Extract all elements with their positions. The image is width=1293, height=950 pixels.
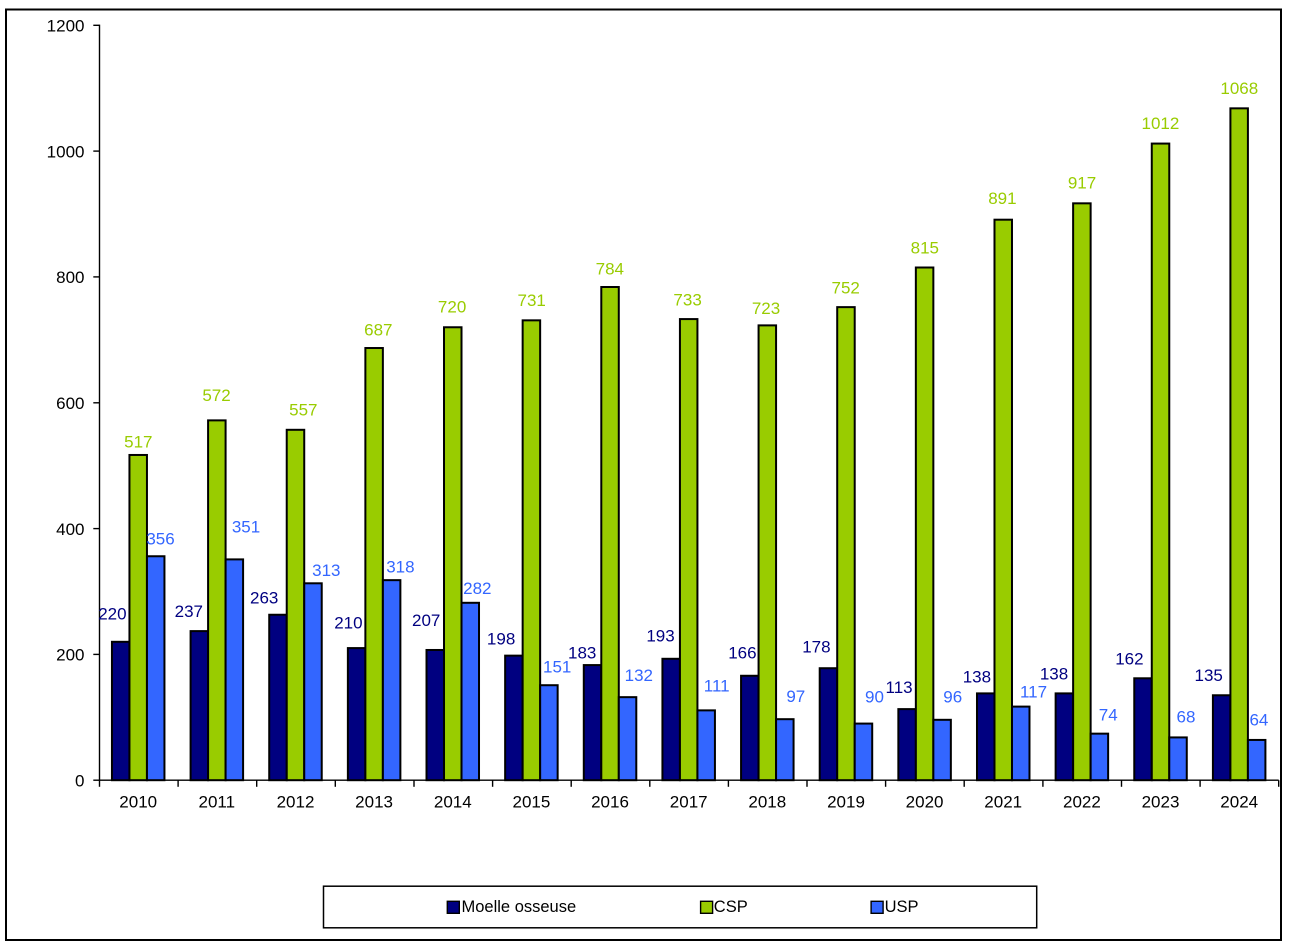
svg-text:USP: USP <box>885 898 919 916</box>
svg-text:2022: 2022 <box>1063 793 1101 812</box>
svg-text:1012: 1012 <box>1141 114 1179 133</box>
svg-text:200: 200 <box>56 646 84 665</box>
svg-text:1000: 1000 <box>47 142 85 161</box>
svg-text:68: 68 <box>1177 707 1196 726</box>
svg-text:198: 198 <box>487 629 515 648</box>
svg-text:784: 784 <box>596 260 624 279</box>
svg-text:723: 723 <box>752 299 780 318</box>
svg-text:572: 572 <box>202 386 230 405</box>
svg-text:263: 263 <box>250 588 278 607</box>
svg-text:752: 752 <box>832 279 860 298</box>
svg-text:193: 193 <box>646 626 674 645</box>
svg-text:162: 162 <box>1115 649 1143 668</box>
svg-text:113: 113 <box>886 678 913 697</box>
svg-text:2011: 2011 <box>199 793 236 812</box>
svg-text:183: 183 <box>568 643 596 662</box>
svg-text:733: 733 <box>673 291 701 310</box>
svg-text:351: 351 <box>232 518 260 537</box>
svg-text:400: 400 <box>56 520 84 539</box>
svg-text:2023: 2023 <box>1142 793 1180 812</box>
svg-text:132: 132 <box>625 666 653 685</box>
svg-text:517: 517 <box>124 433 152 452</box>
svg-text:2019: 2019 <box>827 793 865 812</box>
svg-text:557: 557 <box>289 401 317 420</box>
svg-text:2017: 2017 <box>670 793 708 812</box>
svg-text:96: 96 <box>943 687 962 706</box>
svg-text:731: 731 <box>518 291 546 310</box>
svg-text:135: 135 <box>1195 666 1223 685</box>
svg-text:90: 90 <box>865 687 884 706</box>
svg-text:2018: 2018 <box>748 793 786 812</box>
svg-text:207: 207 <box>412 611 440 630</box>
svg-text:Moelle osseuse: Moelle osseuse <box>462 898 577 916</box>
svg-text:CSP: CSP <box>714 898 748 916</box>
svg-text:64: 64 <box>1249 710 1268 729</box>
svg-text:151: 151 <box>543 658 571 677</box>
svg-text:178: 178 <box>802 637 830 656</box>
svg-text:356: 356 <box>146 530 174 549</box>
svg-text:210: 210 <box>334 613 362 632</box>
svg-text:318: 318 <box>386 558 414 577</box>
svg-text:74: 74 <box>1099 705 1118 724</box>
svg-text:2012: 2012 <box>277 793 315 812</box>
svg-text:687: 687 <box>364 321 392 340</box>
svg-text:97: 97 <box>786 687 805 706</box>
svg-text:917: 917 <box>1068 174 1096 193</box>
svg-text:166: 166 <box>728 643 756 662</box>
svg-text:720: 720 <box>438 298 466 317</box>
svg-text:1068: 1068 <box>1220 79 1258 98</box>
svg-text:313: 313 <box>312 561 340 580</box>
svg-text:138: 138 <box>1040 664 1068 683</box>
svg-text:0: 0 <box>75 771 84 790</box>
svg-text:220: 220 <box>98 604 126 623</box>
svg-text:2024: 2024 <box>1220 793 1258 812</box>
svg-text:2021: 2021 <box>984 793 1022 812</box>
svg-text:2014: 2014 <box>434 793 472 812</box>
svg-text:2010: 2010 <box>119 793 157 812</box>
svg-text:2020: 2020 <box>906 793 944 812</box>
svg-text:891: 891 <box>988 189 1016 208</box>
svg-text:815: 815 <box>911 239 939 258</box>
svg-text:111: 111 <box>704 676 730 695</box>
svg-text:2016: 2016 <box>591 793 629 812</box>
svg-text:138: 138 <box>963 667 991 686</box>
svg-text:117: 117 <box>1020 682 1047 701</box>
svg-text:2015: 2015 <box>512 793 550 812</box>
svg-text:1200: 1200 <box>47 17 85 36</box>
svg-text:600: 600 <box>56 394 84 413</box>
svg-text:282: 282 <box>463 579 491 598</box>
svg-text:2013: 2013 <box>355 793 393 812</box>
svg-text:800: 800 <box>56 268 84 287</box>
svg-text:237: 237 <box>175 602 203 621</box>
